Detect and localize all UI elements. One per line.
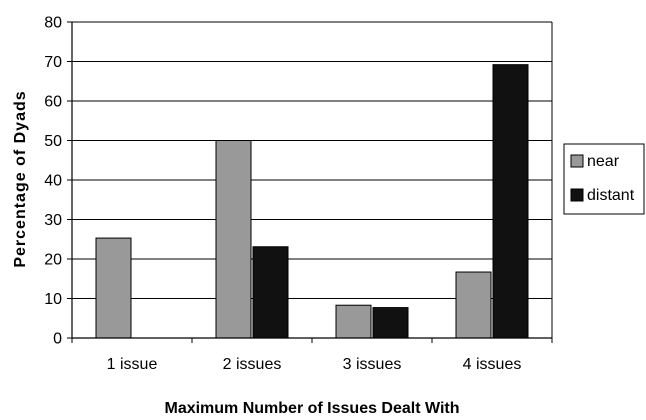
y-axis-title: Percentage of Dyads <box>12 90 29 267</box>
legend-label-distant: distant <box>587 187 635 204</box>
bar-near-1 <box>95 237 132 339</box>
x-tick-label: 4 issues <box>463 356 522 373</box>
x-tick-label: 3 issues <box>343 356 402 373</box>
y-tick-labels: 0 10 20 30 40 50 60 70 80 <box>44 15 62 348</box>
bar-distant-3 <box>372 307 409 339</box>
legend-swatch-near <box>570 154 584 168</box>
legend-label-near: near <box>587 153 620 170</box>
y-tick-label: 50 <box>44 133 62 150</box>
y-tick-label: 70 <box>44 54 62 71</box>
bar-distant-4 <box>492 64 529 339</box>
y-tick-label: 10 <box>44 291 62 308</box>
y-tick-label: 60 <box>44 94 62 111</box>
axes <box>67 21 553 343</box>
bar-near-4 <box>455 271 492 339</box>
x-tick-label: 1 issue <box>107 356 158 373</box>
y-tick-label: 0 <box>53 331 62 348</box>
gridlines <box>72 21 552 299</box>
x-tick-label: 2 issues <box>223 356 282 373</box>
bar-near-3 <box>335 304 372 339</box>
legend-swatch-distant <box>570 188 584 202</box>
y-tick-label: 40 <box>44 173 62 190</box>
bar-distant-2 <box>252 246 289 339</box>
x-tick-labels: 1 issue 2 issues 3 issues 4 issues <box>107 356 522 373</box>
y-tick-label: 80 <box>44 15 62 32</box>
y-tick-label: 30 <box>44 212 62 229</box>
y-tick-label: 20 <box>44 252 62 269</box>
bar-near-2 <box>215 140 252 339</box>
legend: near distant <box>563 143 645 215</box>
x-axis-title: Maximum Number of Issues Dealt With <box>164 400 459 417</box>
bars <box>95 64 529 339</box>
